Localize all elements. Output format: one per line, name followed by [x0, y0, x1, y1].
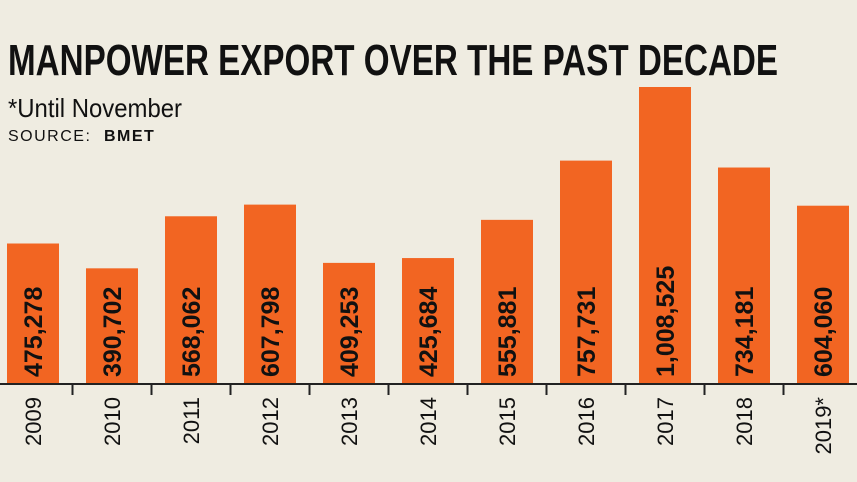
value-label: 757,731 [573, 287, 601, 377]
bar [402, 258, 454, 383]
x-tick-label: 2010 [100, 397, 125, 446]
x-tick-label: 2013 [337, 397, 362, 446]
bar [560, 160, 612, 383]
value-label: 734,181 [731, 287, 759, 377]
source-label: SOURCE: [8, 128, 91, 145]
x-tick-label: 2012 [258, 397, 283, 446]
bar [86, 268, 138, 383]
chart-title: MANPOWER EXPORT OVER THE PAST DECADE [8, 36, 778, 85]
value-label: 604,060 [810, 287, 838, 377]
bar [165, 216, 217, 383]
value-label: 555,881 [494, 287, 522, 377]
bar [797, 205, 849, 383]
value-label: 425,684 [415, 287, 443, 377]
x-tick-label: 2017 [653, 397, 678, 446]
x-tick-label: 2016 [574, 397, 599, 446]
bar [639, 87, 691, 383]
bar [244, 204, 296, 383]
value-label: 409,253 [336, 287, 364, 377]
bar [323, 262, 375, 383]
bar [718, 167, 770, 383]
x-tick-label: 2011 [179, 397, 204, 444]
value-label: 390,702 [99, 287, 127, 377]
x-tick-label: 2009 [21, 397, 46, 446]
source: BMET [104, 128, 155, 145]
x-tick-label: 2015 [495, 397, 520, 446]
x-tick-label: 2019* [811, 397, 836, 455]
subtitle: *Until November [8, 93, 182, 123]
x-tick-label: 2014 [416, 397, 441, 446]
bar [7, 243, 59, 383]
x-tick-label: 2018 [732, 397, 757, 446]
value-label: 1,008,525 [652, 266, 680, 377]
value-label: 475,278 [20, 287, 48, 377]
value-label: 568,062 [178, 287, 206, 377]
value-label: 607,798 [257, 287, 285, 377]
bar [481, 219, 533, 383]
